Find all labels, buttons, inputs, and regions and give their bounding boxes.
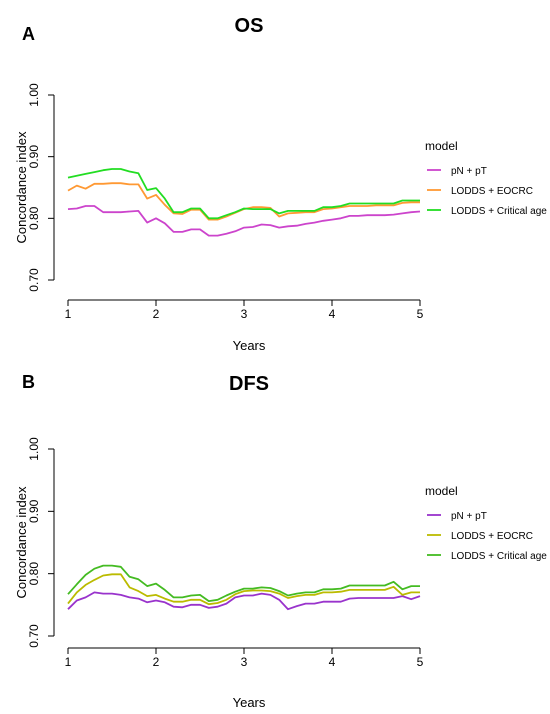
chart-1-legend-label-1: LODDS + EOCRC [451,531,533,542]
chart-0-series-line-2 [67,168,420,220]
chart-0-series-line-1 [67,182,420,221]
chart-0-panel-letter: A [22,24,35,44]
chart-0-x-tick-label: 2 [153,307,160,321]
chart-1-y-axis-label: Concordance index [14,486,29,599]
chart-1-panel: B DFS 0.70 0.80 0.90 1.00 1 2 3 4 5 Years Concordanc… [14,372,547,710]
chart-1-series-line-0 [67,591,421,611]
chart-0-y-tick-label: 1.00 [27,83,41,107]
chart-1-x-tick-label: 2 [153,655,160,669]
chart-1-y-tick-label: 0.80 [27,562,41,586]
chart-1-x-tick-label: 3 [241,655,248,669]
chart-1-y-tick-label: 1.00 [27,437,41,461]
chart-0-x-tick-label: 3 [241,307,248,321]
chart-0-y-tick-label: 0.80 [27,206,41,230]
chart-0-y-tick-label: 0.90 [27,145,41,169]
chart-1-y-tick-label: 0.90 [27,499,41,523]
chart-1-x-axis-label: Years [233,695,266,710]
chart-1-x-tick-label: 5 [417,655,424,669]
chart-0-y-axis-label: Concordance index [14,131,29,244]
chart-0-x-tick-label: 4 [329,307,336,321]
chart-1-legend-title: model [425,484,458,498]
chart-0-panel: A OS 0.70 0.80 0.90 1.00 1 2 3 4 5 Years Concordance… [14,15,547,353]
chart-1-x-tick-label: 1 [65,655,72,669]
chart-1-x-tick-label: 4 [329,655,336,669]
chart-1-legend-label-2: LODDS + Critical age [451,551,547,562]
chart-0-y-tick-label: 0.70 [27,268,41,292]
chart-0-title: OS [235,15,264,37]
chart-1-y-tick-label: 0.70 [27,624,41,648]
chart-0-legend-label-1: LODDS + EOCRC [451,186,533,197]
chart-1-legend-label-0: pN + pT [451,511,487,522]
chart-0-legend-title: model [425,139,458,153]
chart-0-x-tick-label: 5 [417,307,424,321]
chart-1-title: DFS [229,373,269,395]
chart-1-series-line-2 [67,564,420,602]
chart-0-legend-label-0: pN + pT [451,166,487,177]
chart-0-series-line-0 [67,205,421,237]
chart-1-panel-letter: B [22,372,35,392]
chart-0-x-axis-label: Years [233,338,266,353]
chart-0-x-tick-label: 1 [65,307,72,321]
chart-0-legend-label-2: LODDS + Critical age [451,206,547,217]
chart-1-series-line-1 [67,573,420,606]
